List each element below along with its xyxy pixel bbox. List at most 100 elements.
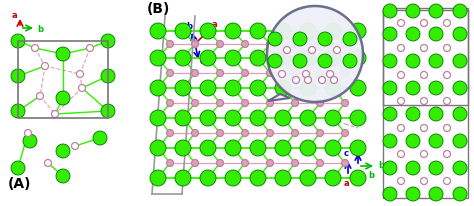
Circle shape: [266, 99, 273, 107]
Circle shape: [266, 159, 273, 166]
Circle shape: [250, 170, 266, 186]
Circle shape: [283, 47, 291, 54]
Circle shape: [267, 6, 363, 102]
Circle shape: [268, 32, 282, 46]
Circle shape: [225, 110, 241, 126]
Circle shape: [317, 69, 323, 76]
Circle shape: [429, 107, 443, 121]
Circle shape: [383, 107, 397, 121]
Circle shape: [318, 54, 332, 68]
Circle shape: [250, 80, 266, 96]
Circle shape: [268, 54, 282, 68]
Circle shape: [241, 69, 248, 76]
Circle shape: [343, 54, 357, 68]
Circle shape: [150, 50, 166, 66]
Circle shape: [350, 80, 366, 96]
Circle shape: [279, 70, 285, 77]
Circle shape: [266, 130, 273, 137]
Circle shape: [383, 134, 397, 148]
Circle shape: [56, 144, 70, 158]
Circle shape: [293, 32, 307, 46]
Circle shape: [225, 140, 241, 156]
Circle shape: [429, 161, 443, 175]
Circle shape: [217, 41, 224, 48]
Circle shape: [150, 110, 166, 126]
Text: (B): (B): [147, 2, 170, 16]
Circle shape: [275, 80, 291, 96]
Circle shape: [420, 20, 428, 27]
Circle shape: [45, 159, 52, 166]
Circle shape: [318, 32, 332, 46]
Circle shape: [217, 130, 224, 137]
Circle shape: [225, 170, 241, 186]
Circle shape: [191, 99, 199, 107]
Text: c: c: [354, 141, 359, 150]
Circle shape: [175, 140, 191, 156]
Bar: [18, 41, 108, 118]
Circle shape: [453, 161, 467, 175]
Circle shape: [350, 50, 366, 66]
Circle shape: [420, 124, 428, 131]
Circle shape: [175, 110, 191, 126]
Circle shape: [200, 23, 216, 39]
Circle shape: [250, 50, 266, 66]
Circle shape: [79, 84, 85, 91]
Circle shape: [300, 170, 316, 186]
Text: b: b: [37, 25, 43, 34]
Circle shape: [420, 97, 428, 104]
Circle shape: [76, 70, 83, 77]
Circle shape: [275, 140, 291, 156]
Circle shape: [191, 159, 199, 166]
Polygon shape: [268, 94, 290, 101]
Circle shape: [453, 81, 467, 95]
Circle shape: [444, 124, 450, 131]
Text: a: a: [344, 179, 350, 188]
Circle shape: [225, 80, 241, 96]
Circle shape: [343, 32, 357, 46]
Circle shape: [150, 23, 166, 39]
Circle shape: [150, 140, 166, 156]
Circle shape: [325, 80, 341, 96]
Circle shape: [429, 4, 443, 18]
Circle shape: [420, 151, 428, 158]
Circle shape: [300, 110, 316, 126]
Circle shape: [383, 4, 397, 18]
Circle shape: [292, 130, 299, 137]
Text: b: b: [368, 171, 374, 180]
Circle shape: [453, 54, 467, 68]
Circle shape: [241, 41, 248, 48]
Circle shape: [292, 41, 299, 48]
Circle shape: [292, 159, 299, 166]
Circle shape: [383, 161, 397, 175]
Circle shape: [325, 170, 341, 186]
Circle shape: [444, 20, 450, 27]
Circle shape: [341, 69, 348, 76]
Circle shape: [250, 110, 266, 126]
Circle shape: [200, 80, 216, 96]
Circle shape: [86, 44, 93, 52]
Circle shape: [327, 70, 334, 77]
Circle shape: [453, 27, 467, 41]
Circle shape: [325, 140, 341, 156]
Circle shape: [56, 169, 70, 183]
Circle shape: [217, 69, 224, 76]
Circle shape: [175, 80, 191, 96]
Circle shape: [166, 41, 173, 48]
Text: a: a: [12, 11, 18, 20]
Circle shape: [292, 76, 300, 83]
Circle shape: [429, 27, 443, 41]
Circle shape: [191, 130, 199, 137]
Text: c: c: [344, 149, 349, 158]
Circle shape: [166, 159, 173, 166]
Circle shape: [266, 69, 273, 76]
Circle shape: [36, 92, 44, 99]
Circle shape: [101, 69, 115, 83]
Circle shape: [383, 187, 397, 201]
Circle shape: [317, 159, 323, 166]
Circle shape: [350, 23, 366, 39]
Circle shape: [52, 110, 58, 117]
Circle shape: [150, 80, 166, 96]
Circle shape: [453, 4, 467, 18]
Circle shape: [225, 50, 241, 66]
Circle shape: [398, 124, 404, 131]
